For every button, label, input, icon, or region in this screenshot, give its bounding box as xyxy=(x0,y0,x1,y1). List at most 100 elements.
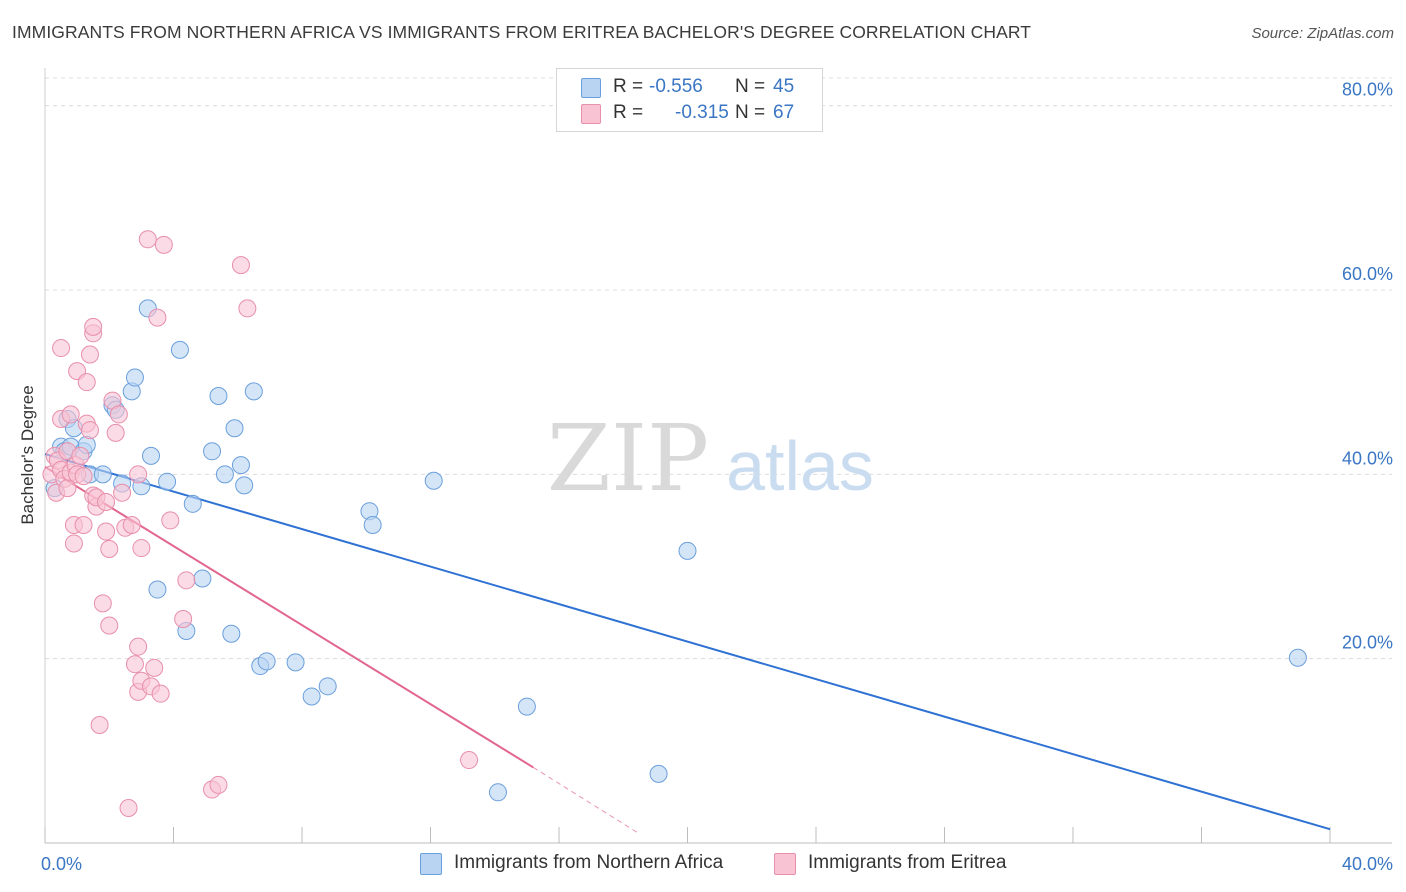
point-eritrea xyxy=(74,516,93,535)
scatter-points xyxy=(42,230,1307,817)
point-eritrea xyxy=(84,317,103,336)
watermark-atlas: atlas xyxy=(726,427,874,505)
point-eritrea xyxy=(119,798,138,817)
legend-swatch-pink xyxy=(581,104,601,124)
bottom-legend-label: Immigrants from Northern Africa xyxy=(454,852,724,873)
point-northern-africa xyxy=(286,653,305,672)
trend-line-northern-africa xyxy=(44,453,1331,831)
y-tick-label: 40.0% xyxy=(1342,448,1393,468)
point-northern-africa xyxy=(488,783,507,802)
point-eritrea xyxy=(129,465,148,484)
point-northern-africa xyxy=(235,476,254,495)
point-eritrea xyxy=(77,373,96,392)
tick-labels: 20.0% 40.0% 60.0% 80.0% 0.0% 40.0% xyxy=(41,80,1393,874)
point-eritrea xyxy=(97,522,116,541)
y-tick-label: 20.0% xyxy=(1342,633,1393,653)
point-eritrea xyxy=(122,516,141,535)
point-northern-africa xyxy=(215,465,234,484)
point-eritrea xyxy=(174,610,193,629)
y-tick-label: 80.0% xyxy=(1342,80,1393,100)
watermark: ZIP atlas xyxy=(547,405,874,512)
gridlines xyxy=(45,77,1392,660)
legend-r-label: R = xyxy=(613,102,644,123)
point-eritrea xyxy=(52,339,71,358)
legend-n-label: N = xyxy=(735,76,766,97)
point-eritrea xyxy=(151,684,170,703)
point-eritrea xyxy=(74,467,93,486)
point-northern-africa xyxy=(231,456,250,475)
legend-n-value: 45 xyxy=(773,76,795,97)
point-northern-africa xyxy=(363,516,382,535)
legend-r-label: R = xyxy=(613,76,644,97)
point-northern-africa xyxy=(517,697,536,716)
chart-title: IMMIGRANTS FROM NORTHERN AFRICA VS IMMIG… xyxy=(12,22,1032,42)
legend-swatch-blue xyxy=(581,78,601,98)
point-eritrea xyxy=(145,658,164,677)
legend-n-label: N = xyxy=(735,102,766,123)
point-northern-africa xyxy=(222,624,241,643)
point-northern-africa xyxy=(148,580,167,599)
point-eritrea xyxy=(71,446,90,465)
point-northern-africa xyxy=(424,471,443,490)
point-eritrea xyxy=(238,299,257,318)
point-eritrea xyxy=(80,345,99,364)
point-eritrea xyxy=(106,423,125,442)
point-eritrea xyxy=(138,230,157,249)
watermark-zip: ZIP xyxy=(547,405,709,512)
point-northern-africa xyxy=(678,541,697,560)
legend-r-value: -0.315 xyxy=(675,102,729,123)
point-eritrea xyxy=(97,492,116,511)
point-northern-africa xyxy=(1288,648,1307,667)
point-northern-africa xyxy=(225,419,244,438)
point-northern-africa xyxy=(142,446,161,465)
point-northern-africa xyxy=(209,386,228,405)
point-northern-africa xyxy=(203,442,222,461)
point-eritrea xyxy=(90,716,109,735)
point-eritrea xyxy=(154,235,173,254)
point-eritrea xyxy=(100,616,119,635)
point-northern-africa xyxy=(649,764,668,783)
y-tick-label: 60.0% xyxy=(1342,264,1393,284)
legend-n-value: 67 xyxy=(773,102,795,123)
point-eritrea xyxy=(109,405,128,424)
point-eritrea xyxy=(93,594,112,613)
legend-r-value: -0.556 xyxy=(649,76,703,97)
point-northern-africa xyxy=(183,494,202,513)
point-eritrea xyxy=(209,775,228,794)
axes xyxy=(44,68,1392,844)
point-northern-africa xyxy=(93,465,112,484)
x-tick-label: 40.0% xyxy=(1342,854,1393,874)
point-northern-africa xyxy=(125,368,144,387)
point-northern-africa xyxy=(193,569,212,588)
point-eritrea xyxy=(161,511,180,530)
bottom-legend-swatch-pink xyxy=(774,853,796,875)
point-northern-africa xyxy=(244,382,263,401)
y-axis-title: Bachelor's Degree xyxy=(18,385,37,525)
trend-line-eritrea xyxy=(44,466,534,769)
point-eritrea xyxy=(148,308,167,327)
point-eritrea xyxy=(231,256,250,275)
point-eritrea xyxy=(177,571,196,590)
point-northern-africa xyxy=(302,687,321,706)
point-northern-africa xyxy=(257,652,276,671)
point-northern-africa xyxy=(170,340,189,359)
point-eritrea xyxy=(125,655,144,674)
trend-line-eritrea-extension xyxy=(533,766,640,835)
point-eritrea xyxy=(64,534,83,553)
point-eritrea xyxy=(113,483,132,502)
point-eritrea xyxy=(132,539,151,558)
point-eritrea xyxy=(460,751,479,770)
point-eritrea xyxy=(61,405,80,424)
point-northern-africa xyxy=(158,472,177,491)
point-eritrea xyxy=(100,539,119,558)
x-tick-label: 0.0% xyxy=(41,854,82,874)
trend-lines xyxy=(44,453,1331,835)
point-eritrea xyxy=(80,421,99,440)
bottom-legend-label: Immigrants from Eritrea xyxy=(808,852,1007,873)
point-eritrea xyxy=(129,637,148,656)
source-label: Source: ZipAtlas.com xyxy=(1251,25,1394,42)
bottom-legend-swatch-blue xyxy=(420,853,442,875)
stats-legend: R = -0.556 N = 45 R = -0.315 N = 67 xyxy=(556,68,823,132)
point-northern-africa xyxy=(318,677,337,696)
